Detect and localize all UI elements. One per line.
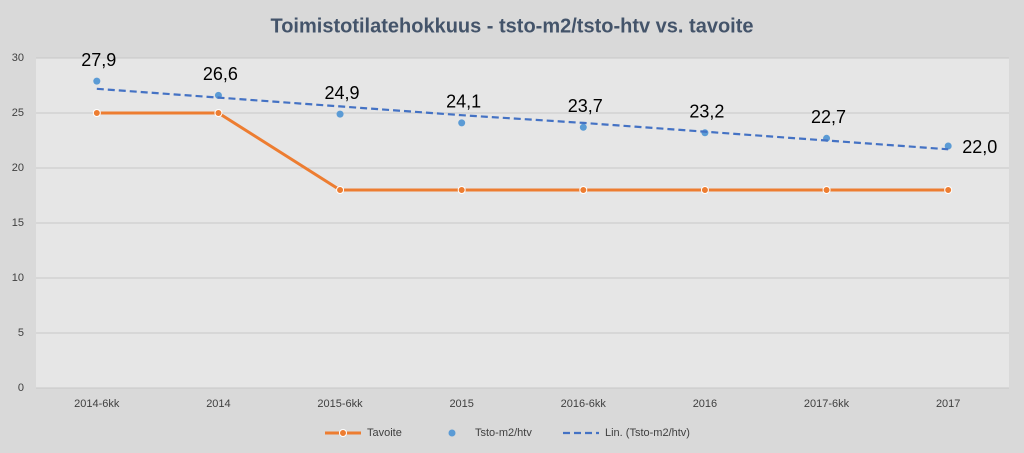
data-point <box>93 77 101 85</box>
data-point <box>458 119 466 127</box>
data-point <box>700 186 709 194</box>
y-tick-label: 20 <box>12 162 24 174</box>
data-point <box>214 109 223 117</box>
data-label: 24,9 <box>325 83 360 103</box>
x-tick-label: 2017 <box>936 398 960 410</box>
legend-swatch <box>448 429 456 437</box>
y-tick-label: 0 <box>18 382 24 394</box>
y-tick-label: 5 <box>18 327 24 339</box>
data-point <box>92 109 101 117</box>
data-label: 22,0 <box>962 137 997 157</box>
legend-label: Tsto-m2/htv <box>475 427 532 439</box>
chart-title: Toimistotilatehokkuus - tsto-m2/tsto-htv… <box>270 15 753 37</box>
data-label: 23,2 <box>689 102 724 122</box>
y-tick-label: 15 <box>12 217 24 229</box>
data-point <box>822 186 831 194</box>
legend-swatch <box>339 429 347 437</box>
series-line <box>96 111 949 192</box>
legend-label: Tavoite <box>367 427 402 439</box>
data-point <box>944 142 952 150</box>
data-point <box>579 186 588 194</box>
data-point <box>457 186 466 194</box>
data-label: 24,1 <box>446 92 481 112</box>
y-tick-label: 25 <box>12 107 24 119</box>
x-tick-label: 2014 <box>206 398 230 410</box>
x-tick-label: 2017-6kk <box>804 398 850 410</box>
x-tick-label: 2015-6kk <box>317 398 363 410</box>
data-point <box>336 186 345 194</box>
x-tick-label: 2014-6kk <box>74 398 120 410</box>
data-point <box>336 110 344 118</box>
x-tick-label: 2016 <box>693 398 717 410</box>
legend-label: Lin. (Tsto-m2/htv) <box>605 427 690 439</box>
data-label: 27,9 <box>81 50 116 70</box>
data-label: 26,6 <box>203 64 238 84</box>
x-tick-label: 2016-6kk <box>561 398 607 410</box>
y-tick-label: 10 <box>12 272 24 284</box>
data-label: 23,7 <box>568 96 603 116</box>
data-point <box>579 123 587 131</box>
y-tick-label: 30 <box>12 52 24 64</box>
data-point <box>944 186 953 194</box>
x-tick-label: 2015 <box>449 398 473 410</box>
data-label: 22,7 <box>811 107 846 127</box>
